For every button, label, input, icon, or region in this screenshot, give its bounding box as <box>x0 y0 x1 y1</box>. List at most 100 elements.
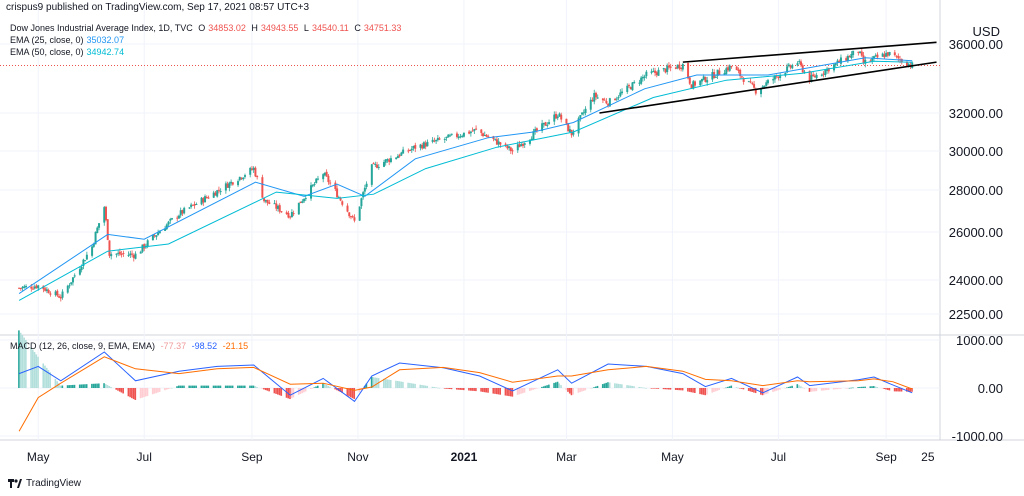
candle-body <box>30 286 33 289</box>
candle-body <box>158 231 161 234</box>
candle-body <box>132 254 135 258</box>
candle-body <box>18 287 21 289</box>
macd-line-value: -98.52 <box>191 341 218 351</box>
candle-body <box>582 112 585 114</box>
candle-body <box>638 82 641 84</box>
candle-body <box>633 81 636 83</box>
x-tick-label: Sep <box>875 450 897 464</box>
candle-body <box>157 232 160 236</box>
candle-body <box>289 216 292 218</box>
macd-histogram-bar <box>243 385 246 388</box>
candle-body <box>398 154 401 157</box>
macd-histogram-bar <box>188 385 190 388</box>
macd-histogram-bar <box>702 388 705 395</box>
macd-histogram-bar <box>801 387 804 389</box>
candle-body <box>384 159 387 163</box>
macd-histogram-bar <box>54 378 57 388</box>
candle-body <box>581 112 584 115</box>
open-value: 34853.02 <box>208 23 246 33</box>
macd-histogram-bar <box>633 386 635 388</box>
macd-histogram-bar <box>568 388 571 394</box>
candle-body <box>629 87 632 90</box>
macd-histogram-bar <box>570 388 573 396</box>
candle-body <box>655 72 658 76</box>
candle-body <box>304 198 307 200</box>
candle-body <box>313 183 316 185</box>
macd-histogram-bar <box>254 386 257 388</box>
candle-body <box>372 163 375 165</box>
macd-histogram-bar <box>473 388 475 391</box>
macd-histogram-bar <box>523 388 526 393</box>
macd-histogram-bar <box>59 385 62 388</box>
y-tick-label: 26000.00 <box>949 225 1003 240</box>
macd-histogram-bar <box>389 379 392 388</box>
candle-body <box>47 289 50 294</box>
candle-body <box>445 136 448 138</box>
macd-histogram-bar <box>310 388 312 390</box>
candle-body <box>645 71 648 77</box>
candle-body <box>905 62 908 67</box>
candle-body <box>325 171 328 177</box>
candle-body <box>419 144 422 148</box>
candle-body <box>254 167 257 177</box>
macd-histogram-bar <box>799 386 802 388</box>
candle-body <box>96 227 99 233</box>
candle-body <box>457 136 460 139</box>
macd-histogram-bar <box>643 387 646 389</box>
candle-body <box>129 253 132 256</box>
tradingview-logo-icon <box>8 479 22 488</box>
macd-histogram-bar <box>895 388 898 392</box>
macd-histogram-bar <box>836 388 839 390</box>
macd-histogram-bar <box>139 388 142 399</box>
macd-histogram-bar <box>304 388 307 392</box>
macd-histogram-bar <box>277 388 279 395</box>
macd-histogram-bar <box>681 388 684 391</box>
y-tick-label: 30000.00 <box>949 144 1003 159</box>
candle-body <box>25 286 28 288</box>
candle-body <box>542 122 545 125</box>
candle-body <box>217 189 220 191</box>
candle-body <box>568 129 571 132</box>
candle-body <box>230 181 233 184</box>
candle-body <box>243 175 246 177</box>
candle-body <box>504 143 507 145</box>
macd-histogram-bar <box>619 384 621 388</box>
macd-histogram-bar <box>777 388 780 391</box>
macd-histogram-bar <box>414 383 416 388</box>
macd-histogram-bar <box>518 388 521 395</box>
candle-body <box>290 212 293 218</box>
macd-histogram-bar <box>621 384 623 388</box>
macd-histogram-bar <box>631 385 634 388</box>
candle-body <box>212 192 215 198</box>
macd-histogram-bar <box>462 388 465 391</box>
candle-body <box>596 97 599 99</box>
macd-histogram-bar <box>275 388 277 394</box>
macd-histogram-bar <box>740 388 743 389</box>
macd-histogram-bar <box>386 379 389 388</box>
candle-body <box>311 184 314 187</box>
macd-histogram-bar <box>786 387 788 389</box>
candle-body <box>702 76 705 80</box>
candle-body <box>508 146 511 149</box>
macd-histogram-bar <box>690 388 693 393</box>
candle-body <box>362 192 365 198</box>
macd-histogram-bar <box>410 383 413 388</box>
candle-body <box>900 58 903 63</box>
candle-body <box>747 81 750 83</box>
macd-histogram-bar <box>754 388 757 394</box>
macd-histogram-bar <box>558 383 561 388</box>
candle-body <box>139 251 142 254</box>
tradingview-brand[interactable]: TradingView <box>8 478 81 489</box>
macd-histogram-bar <box>35 354 38 388</box>
candle-body <box>485 134 488 137</box>
macd-histogram-bar <box>217 385 220 388</box>
candle-body <box>737 69 740 71</box>
candle-body <box>687 63 690 79</box>
candle-body <box>436 137 439 141</box>
candle-body <box>742 78 745 82</box>
macd-histogram-bar <box>447 388 449 389</box>
candle-body <box>506 145 509 149</box>
candle-body <box>662 68 665 70</box>
candle-body <box>761 86 764 89</box>
